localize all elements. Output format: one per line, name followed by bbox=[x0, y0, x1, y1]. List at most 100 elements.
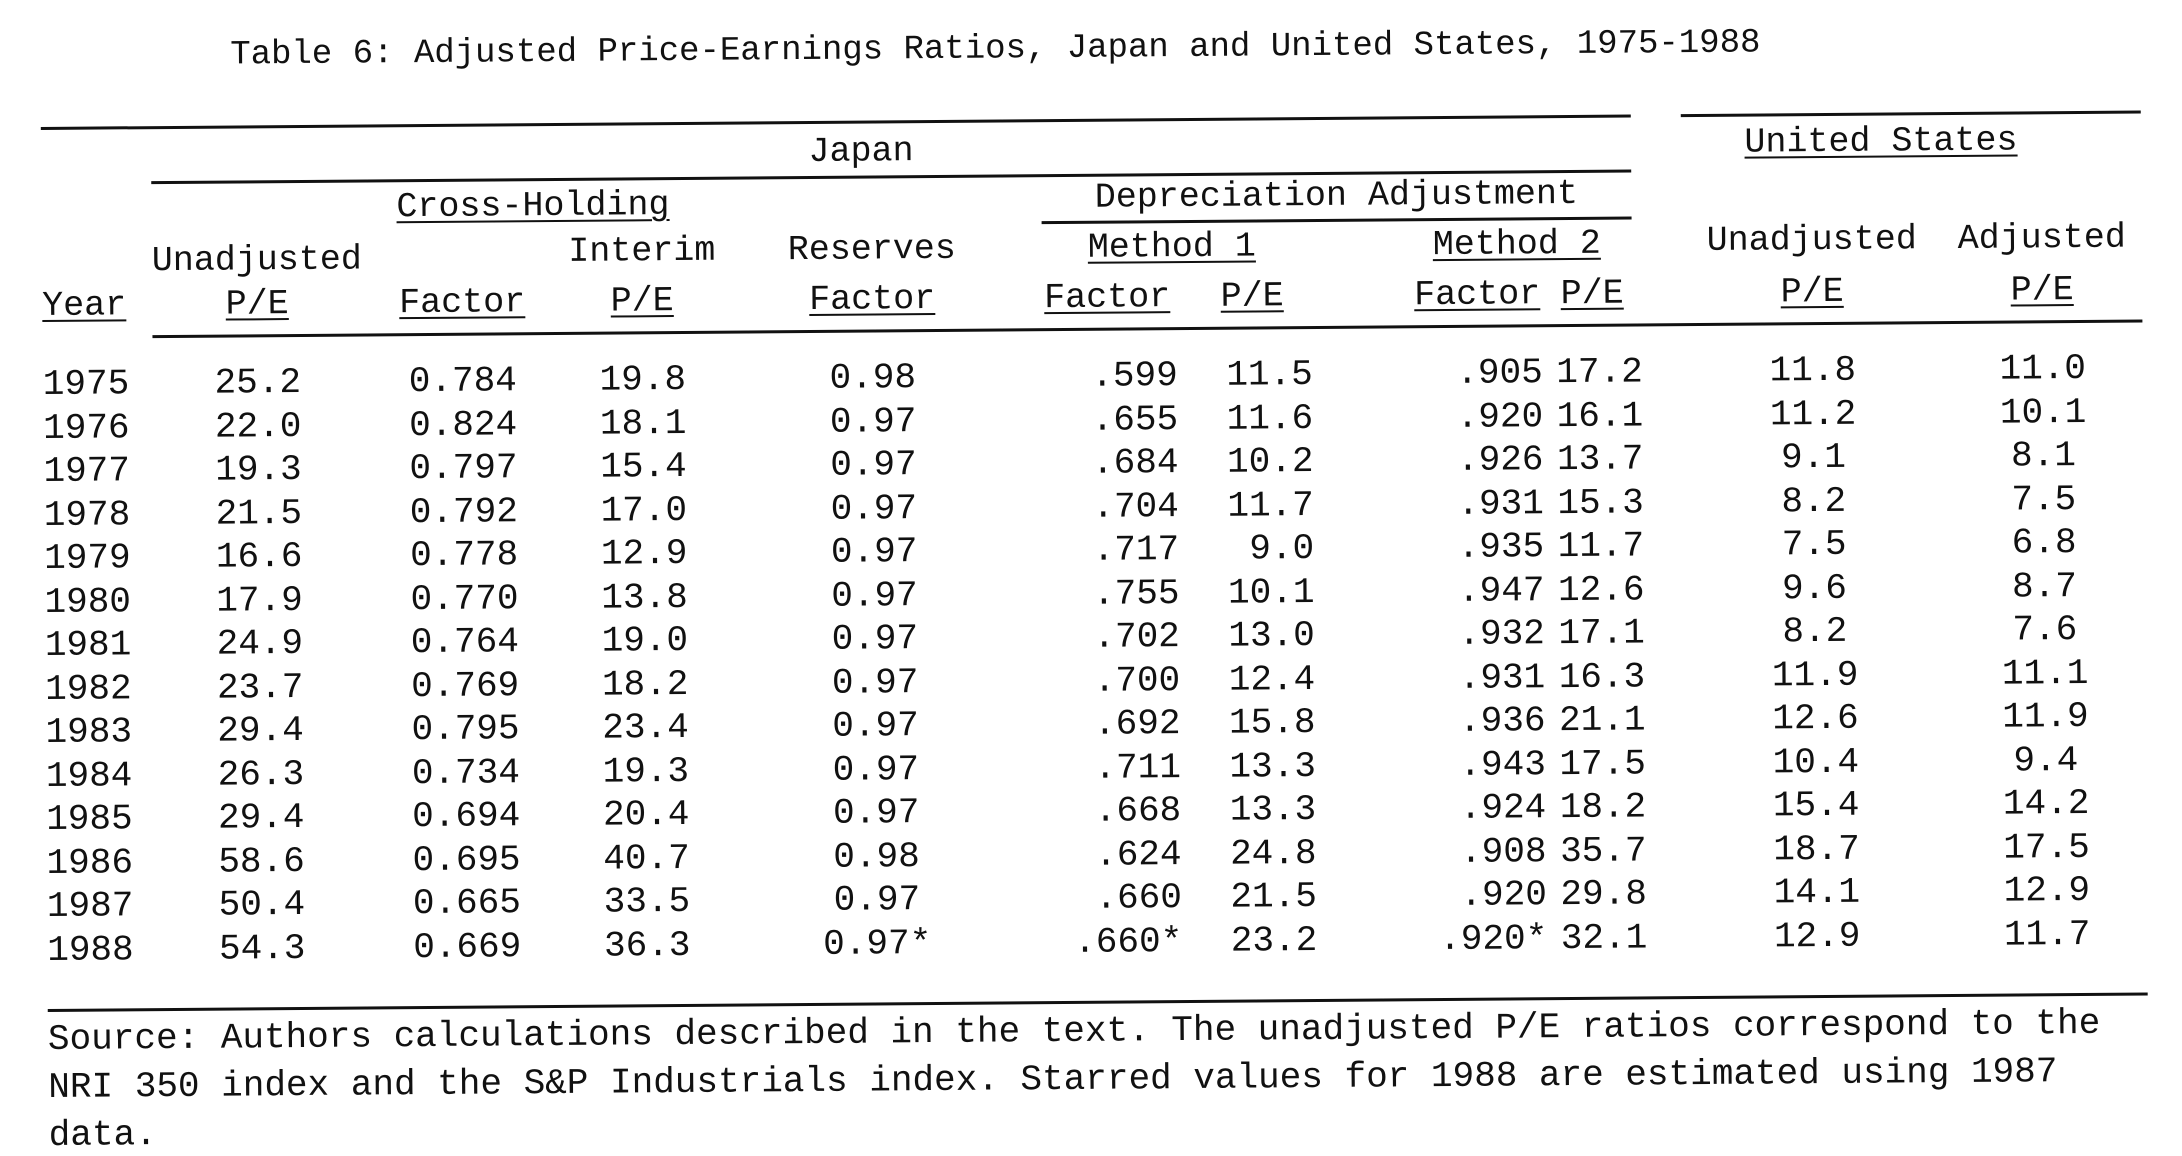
cell-cross-factor: 0.665 bbox=[412, 882, 522, 925]
cell-m2-pe: 13.7 bbox=[1556, 438, 1644, 481]
table-row: 1978 21.5 0.792 17.0 0.97 .704 11.7 .931 15.3 8.2… bbox=[40, 8, 2140, 536]
cell-us-adjusted: 7.6 bbox=[2012, 609, 2078, 651]
cell-us-adjusted: 8.7 bbox=[2011, 565, 2078, 608]
cell-m2-pe: 16.1 bbox=[1556, 394, 1644, 437]
cell-interim-pe: 17.0 bbox=[600, 489, 688, 532]
table-row: 1986 58.6 0.695 40.7 0.98.624 24.8.908 35.7 18.… bbox=[40, 8, 2140, 883]
cell-m2-pe: 17.5 bbox=[1559, 742, 1647, 785]
cell-m2-pe: 11.7 bbox=[1557, 525, 1645, 568]
cell-m2-pe: 16.3 bbox=[1558, 655, 1646, 698]
cell-unadjusted-pe: 19.3 bbox=[215, 448, 302, 491]
cell-m1-factor: .624 bbox=[1094, 833, 1182, 876]
table-row: 1975 25.2 0.784 19.8 0.98 .599 11.5 .905 17.2 11.… bbox=[40, 8, 2140, 405]
table-row: 1985 29.4 0.694 20.4 0.97 .668 13.3 .924 18.2 15.… bbox=[40, 8, 2140, 840]
cell-interim-pe: 23.4 bbox=[602, 706, 689, 749]
cell-year: 1979 bbox=[44, 537, 131, 579]
table-row: 1980 17.9 0.770 13.8 0.97 .755 10.1 .947 12.6 9.6… bbox=[40, 8, 2140, 623]
cell-m1-factor: .717 bbox=[1092, 529, 1180, 571]
cell-cross-factor: 0.734 bbox=[411, 751, 521, 794]
cell-m1-factor: .660 bbox=[1095, 877, 1183, 919]
table-row: 1983 29.4 0.795 23.4 0.97 .692 15.8 .936 21.1 12.… bbox=[40, 8, 2140, 753]
cell-reserves-factor: 0.97 bbox=[830, 487, 918, 530]
table-body: 1975 25.2 0.784 19.8 0.98 .599 11.5 .905 17.2 11.… bbox=[40, 8, 2140, 971]
cell-cross-factor: 0.784 bbox=[408, 360, 517, 403]
header-pe-unadjusted: P/E bbox=[225, 284, 289, 325]
cell-reserves-factor: 0.97 bbox=[832, 792, 920, 834]
header-factor-method-2: Factor bbox=[1413, 274, 1541, 316]
cell-year: 1981 bbox=[44, 624, 132, 666]
cell-m2-factor: .931 bbox=[1458, 656, 1546, 699]
cell-interim-pe: 18.1 bbox=[599, 402, 687, 445]
cell-m1-pe: 13.3 bbox=[1229, 745, 1317, 788]
cell-m2-factor: .943 bbox=[1459, 743, 1547, 786]
cell-interim-pe: 19.8 bbox=[599, 358, 687, 401]
cell-m1-pe: 23.2 bbox=[1230, 919, 1318, 962]
cell-m1-pe: 10.2 bbox=[1226, 441, 1314, 483]
cell-reserves-factor: 0.97 bbox=[830, 444, 917, 486]
cell-us-unadjusted: 11.2 bbox=[1769, 393, 1857, 435]
cell-unadjusted-pe: 29.4 bbox=[217, 796, 305, 839]
cell-unadjusted-pe: 24.9 bbox=[216, 622, 304, 665]
header-factor-cross: Factor bbox=[399, 282, 526, 324]
cell-us-unadjusted: 11.9 bbox=[1771, 654, 1859, 696]
cell-reserves-factor: 0.97 bbox=[829, 400, 917, 443]
rule-depreciation bbox=[1041, 216, 1632, 225]
cell-us-unadjusted: 7.5 bbox=[1781, 523, 1847, 566]
cell-unadjusted-pe: 21.5 bbox=[215, 492, 303, 535]
header-method-1: Method 1 bbox=[1087, 226, 1256, 268]
cell-unadjusted-pe: 54.3 bbox=[218, 927, 306, 970]
cell-m1-pe: 21.5 bbox=[1230, 875, 1318, 918]
cell-us-adjusted: 7.5 bbox=[2011, 478, 2077, 521]
table-row: 1981 24.9 0.764 19.0 0.97 .702 13.0 .932 17.1 8.2… bbox=[40, 8, 2140, 666]
cell-interim-pe: 18.2 bbox=[601, 663, 689, 706]
cell-reserves-factor: 0.97 bbox=[832, 748, 920, 791]
cell-m2-factor: .935 bbox=[1457, 526, 1545, 568]
cell-m2-factor: .920 bbox=[1456, 395, 1544, 438]
cell-us-unadjusted: 11.8 bbox=[1769, 349, 1857, 392]
cell-interim-pe: 33.5 bbox=[603, 880, 691, 923]
header-unadjusted-us: Unadjusted bbox=[1706, 219, 1917, 261]
header-pe-method-1: P/E bbox=[1220, 276, 1284, 317]
cell-unadjusted-pe: 58.6 bbox=[218, 840, 305, 883]
cell-us-adjusted: 12.9 bbox=[2003, 869, 2091, 912]
cell-m1-factor: .692 bbox=[1093, 703, 1181, 745]
table-row: 1987 50.4 0.665 33.5 0.97 .660 21.5 .920 29.8 14.… bbox=[40, 8, 2140, 927]
cell-m2-pe: 15.3 bbox=[1557, 481, 1644, 524]
cell-m1-factor: .711 bbox=[1094, 746, 1182, 789]
cell-cross-factor: 0.795 bbox=[411, 708, 520, 751]
cell-us-unadjusted: 8.2 bbox=[1782, 610, 1848, 653]
cell-m2-factor: .936 bbox=[1458, 700, 1546, 742]
table-row: 1979 16.6 0.778 12.9 0.97.717 9.0.935 11.7 7.5 6… bbox=[40, 8, 2140, 579]
table-row: 1976 22.0 0.824 18.1 0.97 .655 11.6 .920 16.1 11.… bbox=[40, 8, 2140, 448]
cell-us-unadjusted: 15.4 bbox=[1772, 784, 1860, 827]
cell-unadjusted-pe: 16.6 bbox=[215, 535, 303, 578]
table-row: 1982 23.7 0.769 18.2 0.97 .700 12.4 .931 16.3 11.… bbox=[40, 8, 2140, 709]
cell-unadjusted-pe: 26.3 bbox=[217, 753, 305, 796]
cell-unadjusted-pe: 29.4 bbox=[217, 709, 304, 752]
cell-us-unadjusted: 12.9 bbox=[1773, 915, 1861, 957]
cell-m2-factor: .931 bbox=[1457, 482, 1544, 525]
cell-year: 1982 bbox=[45, 667, 132, 710]
source-line-2: NRI 350 index and the S&P Industrials in… bbox=[48, 1051, 2058, 1108]
cell-m2-pe: 29.8 bbox=[1560, 873, 1648, 916]
cell-m2-pe: 17.2 bbox=[1556, 351, 1643, 394]
cell-us-unadjusted: 12.6 bbox=[1772, 697, 1859, 740]
header-pe-us-adjusted: P/E bbox=[2010, 270, 2074, 311]
cell-m2-factor: .924 bbox=[1459, 787, 1547, 829]
cell-us-adjusted: 14.2 bbox=[2002, 782, 2090, 825]
top-rule-left bbox=[40, 114, 1631, 130]
cell-cross-factor: 0.824 bbox=[408, 403, 518, 446]
cell-us-unadjusted: 9.1 bbox=[1780, 436, 1847, 479]
header-japan: Japan bbox=[808, 131, 914, 172]
source-line-1: Source: Authors calculations described i… bbox=[47, 1002, 2101, 1060]
cell-m1-pe: 11.6 bbox=[1226, 397, 1314, 440]
cell-year: 1983 bbox=[45, 711, 133, 753]
cell-us-adjusted: 8.1 bbox=[2010, 435, 2077, 477]
cell-year: 1988 bbox=[47, 928, 134, 971]
cell-reserves-factor: 0.98 bbox=[829, 357, 917, 399]
cell-m1-factor: .599 bbox=[1091, 355, 1178, 397]
cell-m1-factor: .700 bbox=[1093, 659, 1181, 702]
cell-year: 1976 bbox=[43, 406, 130, 449]
cell-us-adjusted: 17.5 bbox=[2003, 826, 2090, 869]
header-pe-us-unadjusted: P/E bbox=[1780, 271, 1844, 313]
